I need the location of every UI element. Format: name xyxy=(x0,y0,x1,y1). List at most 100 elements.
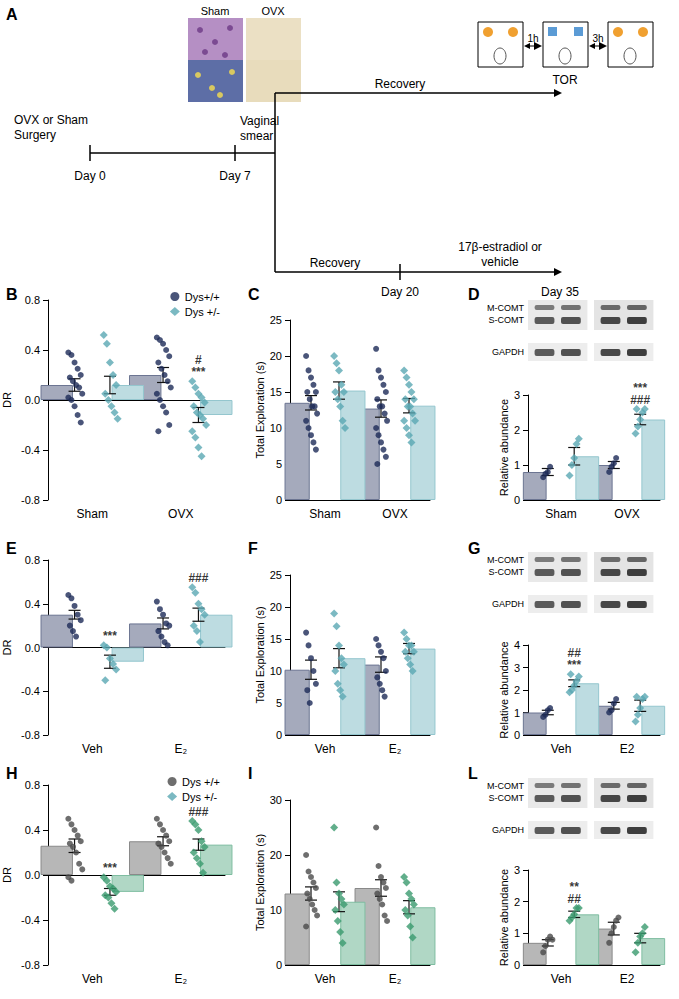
svg-text:Sham: Sham xyxy=(309,507,340,521)
svg-text:S-COMT: S-COMT xyxy=(489,793,525,803)
svg-text:30: 30 xyxy=(270,794,282,806)
svg-text:OVX or Sham: OVX or Sham xyxy=(14,113,88,127)
svg-text:E₂: E₂ xyxy=(389,742,402,756)
svg-text:###: ### xyxy=(630,393,650,407)
svg-text:Veh: Veh xyxy=(551,972,572,986)
svg-text:Vaginal: Vaginal xyxy=(240,114,279,128)
svg-text:2: 2 xyxy=(514,896,520,908)
svg-text:H: H xyxy=(6,765,18,782)
svg-text:vehicle: vehicle xyxy=(481,255,519,269)
svg-text:GAPDH: GAPDH xyxy=(492,599,524,609)
svg-text:10: 10 xyxy=(270,422,282,434)
svg-text:20: 20 xyxy=(270,849,282,861)
svg-text:-0.4: -0.4 xyxy=(21,685,40,697)
svg-text:0.8: 0.8 xyxy=(25,294,40,306)
svg-text:Veh: Veh xyxy=(315,742,336,756)
svg-text:Day 7: Day 7 xyxy=(219,169,251,183)
svg-text:Total Exploration (s): Total Exploration (s) xyxy=(254,606,266,703)
svg-text:20: 20 xyxy=(270,601,282,613)
svg-text:4: 4 xyxy=(514,639,520,651)
svg-text:5: 5 xyxy=(276,697,282,709)
svg-text:1: 1 xyxy=(514,459,520,471)
svg-text:Relative abundance: Relative abundance xyxy=(498,641,510,738)
svg-text:S-COMT: S-COMT xyxy=(489,567,525,577)
svg-text:Relative abundance: Relative abundance xyxy=(498,399,510,496)
svg-text:Veh: Veh xyxy=(82,742,103,756)
svg-text:0: 0 xyxy=(514,494,520,506)
svg-text:D: D xyxy=(468,286,480,303)
svg-text:##: ## xyxy=(568,892,582,906)
svg-text:Sham: Sham xyxy=(201,5,230,17)
svg-text:Recovery: Recovery xyxy=(310,256,361,270)
svg-text:OVX: OVX xyxy=(382,507,407,521)
svg-text:10: 10 xyxy=(270,665,282,677)
svg-text:25: 25 xyxy=(270,314,282,326)
svg-text:3: 3 xyxy=(514,662,520,674)
svg-text:***: *** xyxy=(633,381,647,395)
svg-text:E: E xyxy=(6,540,17,557)
svg-text:-0.8: -0.8 xyxy=(21,729,40,741)
svg-text:DR: DR xyxy=(1,867,13,883)
svg-text:E2: E2 xyxy=(620,742,635,756)
svg-text:3h: 3h xyxy=(592,33,603,44)
svg-text:0.4: 0.4 xyxy=(25,598,40,610)
svg-text:Total Exploration (s): Total Exploration (s) xyxy=(254,361,266,458)
svg-text:0.4: 0.4 xyxy=(25,344,40,356)
svg-text:0: 0 xyxy=(276,729,282,741)
svg-text:GAPDH: GAPDH xyxy=(492,825,524,835)
svg-text:0.0: 0.0 xyxy=(25,642,40,654)
svg-text:Surgery: Surgery xyxy=(14,128,56,142)
svg-text:OVX: OVX xyxy=(261,5,285,17)
svg-text:DR: DR xyxy=(1,392,13,408)
svg-text:Relative abundance: Relative abundance xyxy=(498,869,510,966)
svg-text:-0.8: -0.8 xyxy=(21,494,40,506)
svg-text:I: I xyxy=(248,765,252,782)
svg-text:TOR: TOR xyxy=(552,73,577,87)
svg-text:1: 1 xyxy=(514,707,520,719)
svg-text:Day 20: Day 20 xyxy=(381,285,419,299)
svg-text:25: 25 xyxy=(270,569,282,581)
svg-text:OVX: OVX xyxy=(614,507,639,521)
svg-text:0: 0 xyxy=(276,959,282,971)
svg-text:###: ### xyxy=(188,805,208,819)
svg-text:M-COMT: M-COMT xyxy=(487,781,524,791)
svg-text:10: 10 xyxy=(270,904,282,916)
svg-text:Veh: Veh xyxy=(551,742,572,756)
svg-text:Sham: Sham xyxy=(545,507,576,521)
svg-text:-0.4: -0.4 xyxy=(21,914,40,926)
svg-text:0.8: 0.8 xyxy=(25,779,40,791)
svg-text:0.4: 0.4 xyxy=(25,824,40,836)
svg-text:***: *** xyxy=(103,861,117,875)
svg-text:##: ## xyxy=(568,646,582,660)
svg-text:GAPDH: GAPDH xyxy=(492,347,524,357)
svg-text:***: *** xyxy=(191,365,205,379)
svg-text:***: *** xyxy=(103,629,117,643)
svg-text:0.8: 0.8 xyxy=(25,554,40,566)
svg-text:Day 35: Day 35 xyxy=(541,285,579,299)
svg-text:5: 5 xyxy=(276,458,282,470)
svg-text:Dys +/-: Dys +/- xyxy=(182,791,217,803)
svg-text:E₂: E₂ xyxy=(174,972,187,986)
svg-text:F: F xyxy=(248,540,258,557)
svg-text:0.0: 0.0 xyxy=(25,394,40,406)
svg-text:DR: DR xyxy=(1,640,13,656)
svg-text:OVX: OVX xyxy=(168,507,193,521)
svg-text:A: A xyxy=(6,6,18,23)
svg-text:Dys +/+: Dys +/+ xyxy=(182,776,220,788)
svg-text:E₂: E₂ xyxy=(389,972,402,986)
svg-text:M-COMT: M-COMT xyxy=(487,303,524,313)
svg-text:Veh: Veh xyxy=(315,972,336,986)
svg-text:L: L xyxy=(468,765,478,782)
svg-text:0: 0 xyxy=(276,494,282,506)
svg-text:3: 3 xyxy=(514,864,520,876)
svg-text:E2: E2 xyxy=(620,972,635,986)
svg-text:-0.4: -0.4 xyxy=(21,444,40,456)
svg-text:Veh: Veh xyxy=(82,972,103,986)
svg-text:**: ** xyxy=(570,880,580,894)
svg-text:2: 2 xyxy=(514,424,520,436)
svg-text:Dys+/+: Dys+/+ xyxy=(185,291,220,303)
svg-text:3: 3 xyxy=(514,389,520,401)
svg-text:***: *** xyxy=(567,658,581,672)
svg-text:Day 0: Day 0 xyxy=(74,169,106,183)
svg-text:Total Exploration (s): Total Exploration (s) xyxy=(254,834,266,931)
